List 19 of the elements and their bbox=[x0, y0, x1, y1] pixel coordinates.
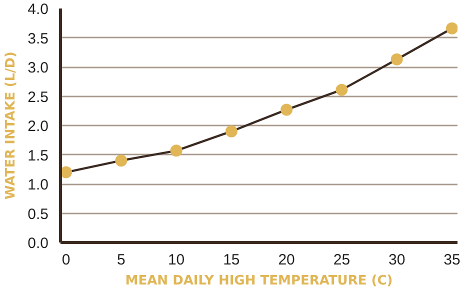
x-tick-label: 35 bbox=[444, 252, 460, 268]
y-tick-label: 1.0 bbox=[28, 176, 49, 194]
x-tick-label: 0 bbox=[62, 252, 70, 268]
x-tick-label: 30 bbox=[388, 252, 406, 268]
y-tick-label: 4.0 bbox=[28, 1, 49, 18]
y-tick-label: 0.5 bbox=[28, 206, 49, 223]
y-tick-label: 3.0 bbox=[28, 60, 49, 76]
y-tick-label: 3.5 bbox=[28, 30, 49, 48]
x-tick-label: 10 bbox=[168, 252, 185, 268]
y-axis-title: WATER INTAKE (L/D) bbox=[4, 52, 19, 200]
y-tick-label: 2.0 bbox=[28, 118, 49, 135]
y-tick-label: 0.0 bbox=[28, 235, 49, 252]
y-tick-label: 1.5 bbox=[28, 147, 49, 164]
x-tick-label: 5 bbox=[116, 252, 126, 268]
x-tick-label: 25 bbox=[333, 252, 350, 268]
x-axis-title: MEAN DAILY HIGH TEMPERATURE (C) bbox=[125, 274, 393, 288]
y-tick-label: 2.5 bbox=[28, 88, 49, 106]
x-tick-label: 20 bbox=[278, 252, 295, 268]
x-tick-label: 15 bbox=[223, 252, 240, 268]
